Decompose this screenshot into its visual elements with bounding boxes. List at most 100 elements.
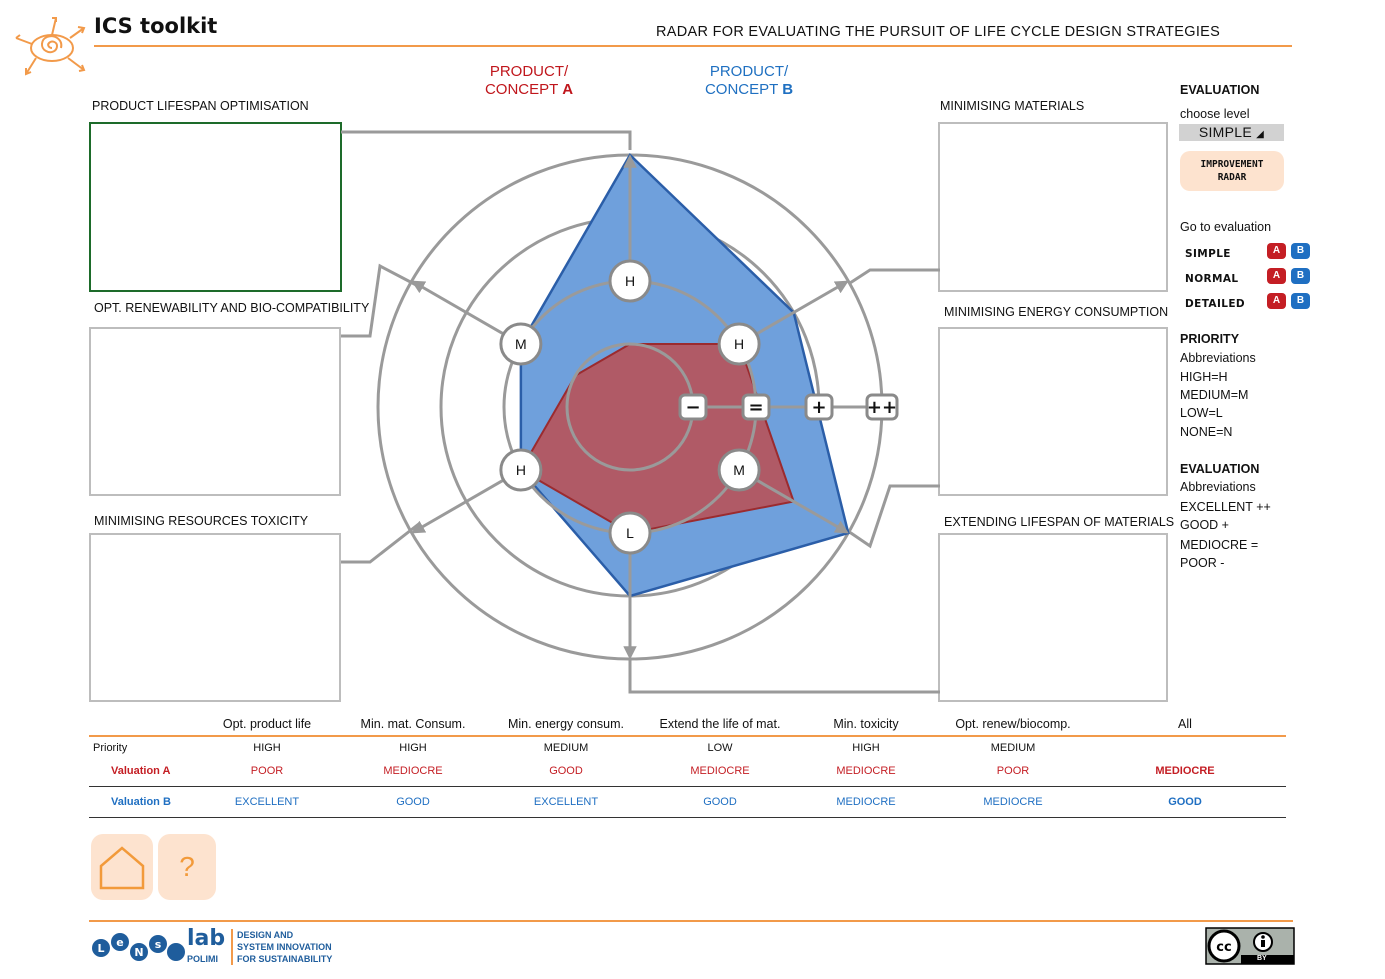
- priority-heading: PRIORITY: [1180, 332, 1240, 346]
- valuation-b-cell: EXCELLENT: [533, 796, 599, 808]
- eval-simple-label: SIMPLE: [1185, 248, 1231, 260]
- priority-abbr-low: LOW=L: [1180, 406, 1223, 420]
- materials-box[interactable]: [938, 122, 1168, 292]
- level-select[interactable]: SIMPLE ◢: [1179, 124, 1284, 141]
- svg-text:N: N: [134, 946, 143, 959]
- product-b-line2: CONCEPT: [704, 81, 783, 98]
- evaluation-abbr-mediocre: MEDIOCRE =: [1180, 538, 1259, 552]
- extending-box[interactable]: [938, 533, 1168, 702]
- table-column-header: Opt. renew/biocomp.: [955, 717, 1071, 731]
- priority-badge-label: H: [734, 336, 744, 352]
- scale-mark-4: ++: [865, 393, 899, 421]
- valuation-b-cell: GOOD: [396, 796, 430, 808]
- priority-row-label: Priority: [93, 742, 128, 754]
- energy-title: MINIMISING ENERGY CONSUMPTION: [944, 305, 1169, 319]
- valuation-a-cell: MEDIOCRE: [836, 765, 896, 777]
- table-column-header: Extend the life of mat.: [659, 717, 781, 731]
- tagline-line2: SYSTEM INNOVATION: [237, 942, 332, 952]
- eval-simple-a-button[interactable]: A: [1267, 243, 1286, 259]
- product-b-line1: PRODUCT/: [709, 63, 789, 80]
- scale-mark-3: +: [804, 393, 834, 421]
- priority-badge-label: L: [626, 525, 634, 541]
- product-b-label: PRODUCT/ CONCEPT B: [690, 63, 808, 99]
- valuation-a-cell: MEDIOCRE: [690, 765, 750, 777]
- table-column-header: Opt. product life: [222, 717, 312, 731]
- materials-title: MINIMISING MATERIALS: [940, 99, 1085, 113]
- lens-lab-word: lab: [187, 926, 226, 951]
- evaluation-heading: EVALUATION: [1180, 83, 1260, 97]
- improvement-line1: IMPROVEMENT: [1200, 159, 1264, 170]
- product-a-line1: PRODUCT/: [489, 63, 569, 80]
- eval-detailed-a-button[interactable]: A: [1267, 293, 1286, 309]
- priority-cell: MEDIUM: [543, 742, 589, 754]
- scale-mark-2: =: [741, 393, 771, 421]
- energy-box[interactable]: [938, 327, 1168, 496]
- footer-logo-divider: [231, 929, 233, 965]
- priority-badge-3: M: [717, 448, 761, 492]
- valuation-a-cell: POOR: [250, 765, 284, 777]
- connector-5: [844, 484, 940, 549]
- priority-badge-label: H: [516, 462, 526, 478]
- valuation-a-label: Valuation A: [111, 765, 171, 777]
- valuation-b-cell: MEDIOCRE: [836, 796, 896, 808]
- valuation-b-cell: MEDIOCRE: [983, 796, 1043, 808]
- table-column-header: All: [1178, 717, 1192, 731]
- extending-title: EXTENDING LIFESPAN OF MATERIALS: [944, 515, 1175, 529]
- priority-cell: HIGH: [399, 742, 427, 754]
- priority-abbr-medium: MEDIUM=M: [1180, 388, 1249, 402]
- evaluation-abbr-good: GOOD +: [1180, 518, 1229, 532]
- lifespan-box[interactable]: [89, 122, 342, 292]
- product-a-letter: A: [562, 81, 574, 98]
- product-a-line2: CONCEPT: [484, 81, 563, 98]
- scale-mark-label: =: [748, 397, 763, 418]
- header-divider: [94, 45, 1292, 47]
- tagline-line3: FOR SUSTAINABILITY: [237, 954, 333, 964]
- table-column-header: Min. mat. Consum.: [360, 717, 466, 731]
- evaluation-abbr-excellent: EXCELLENT ++: [1180, 500, 1271, 514]
- choose-level-label: choose level: [1180, 107, 1250, 121]
- table-column-header: Min. energy consum.: [507, 717, 625, 731]
- valuation-b-cell: GOOD: [703, 796, 737, 808]
- priority-badge-1: H: [608, 259, 652, 303]
- level-select-value: SIMPLE: [1198, 124, 1252, 140]
- toxicity-box[interactable]: [89, 533, 341, 702]
- evaluation-heading-2: EVALUATION: [1180, 462, 1260, 476]
- eval-normal-label: NORMAL: [1185, 273, 1239, 285]
- priority-cell: HIGH: [852, 742, 880, 754]
- renewability-box[interactable]: [89, 327, 341, 496]
- dropdown-arrow-icon: ◢: [1256, 129, 1265, 140]
- improvement-line2: RADAR: [1217, 171, 1247, 183]
- svg-text:cc: cc: [1216, 940, 1231, 955]
- connector-1: [341, 130, 632, 150]
- priority-badge-6: M: [499, 322, 543, 366]
- app-title: ICS toolkit: [94, 14, 218, 38]
- valuation-b-cell: GOOD: [1168, 796, 1202, 808]
- table-bottom-divider: [89, 817, 1286, 818]
- improvement-radar-button[interactable]: IMPROVEMENT RADAR: [1180, 151, 1284, 191]
- scale-mark-label: +: [811, 397, 826, 418]
- lifespan-title: PRODUCT LIFESPAN OPTIMISATION: [92, 99, 309, 113]
- eval-normal-b-button[interactable]: B: [1291, 268, 1310, 284]
- home-button[interactable]: [91, 834, 153, 900]
- priority-badge-label: M: [515, 336, 527, 352]
- toxicity-title: MINIMISING RESOURCES TOXICITY: [94, 514, 309, 528]
- priority-abbr-high: HIGH=H: [1180, 370, 1228, 384]
- svg-text:s: s: [155, 938, 162, 951]
- eval-normal-a-button[interactable]: A: [1267, 268, 1286, 284]
- tagline-line1: DESIGN AND: [237, 930, 294, 940]
- priority-cell: MEDIUM: [990, 742, 1036, 754]
- valuation-a-cell: MEDIOCRE: [383, 765, 443, 777]
- svg-text:e: e: [116, 936, 123, 949]
- help-button[interactable]: ?: [158, 834, 216, 900]
- evaluation-abbr-poor: POOR -: [1180, 556, 1225, 570]
- priority-badge-2: H: [717, 322, 761, 366]
- svg-text:L: L: [97, 942, 104, 955]
- eval-simple-b-button[interactable]: B: [1291, 243, 1310, 259]
- cc-license-badge[interactable]: cc BY: [1205, 927, 1295, 965]
- priority-cell: HIGH: [253, 742, 281, 754]
- scale-mark-label: ++: [867, 397, 897, 418]
- table-column-header: Min. toxicity: [833, 717, 899, 731]
- eval-detailed-b-button[interactable]: B: [1291, 293, 1310, 309]
